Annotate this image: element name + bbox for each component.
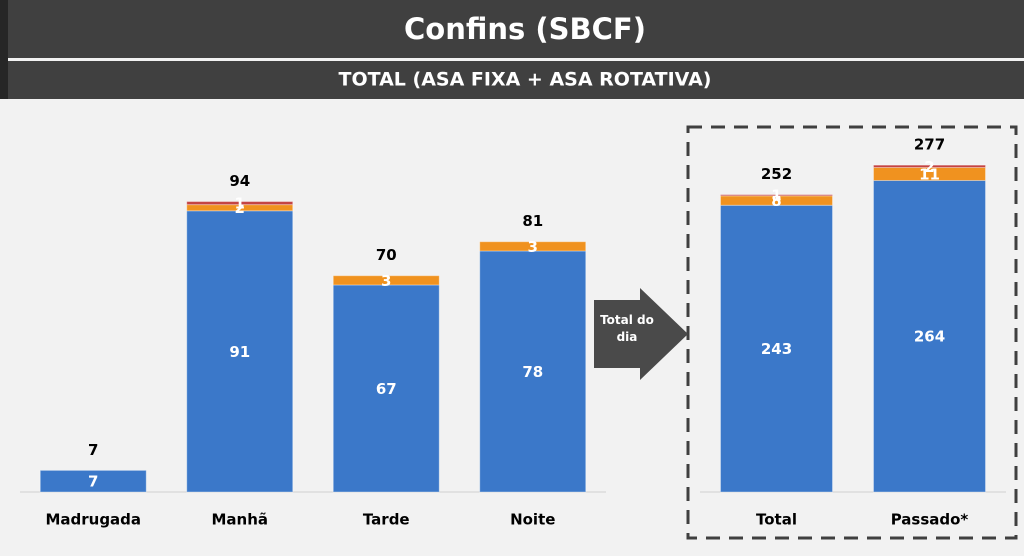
segment-label: 11	[919, 165, 940, 183]
total-label: 94	[229, 172, 250, 190]
x-tick-label: Madrugada	[45, 511, 141, 529]
annotation: Total do dia	[600, 313, 654, 344]
highlight-box	[686, 125, 1018, 540]
total-label: 81	[522, 212, 543, 230]
bar-segment	[873, 179, 986, 493]
total-label: 252	[761, 165, 792, 183]
x-tick-label: Total	[756, 511, 797, 529]
segment-label: 2	[235, 199, 245, 217]
bar-segment	[39, 469, 147, 493]
segment-label: 1	[771, 187, 781, 205]
segment-label: 3	[528, 238, 538, 256]
left-strip	[0, 0, 8, 99]
x-tick-label: Passado*	[891, 511, 969, 529]
chart-subtitle: TOTAL (ASA FIXA + ASA ROTATIVA)	[338, 69, 711, 91]
segment-label: 1	[235, 195, 245, 213]
bar-segment	[720, 204, 833, 493]
total-label: 277	[914, 136, 945, 154]
total-label: 7	[88, 441, 98, 459]
segment-label: 7	[88, 473, 98, 491]
subtitle-band	[0, 61, 1024, 99]
x-tick-label: Noite	[510, 511, 555, 529]
bar-segment	[720, 195, 833, 206]
bar-segment	[332, 284, 440, 493]
x-tick-label: Tarde	[363, 511, 410, 529]
segment-label: 243	[761, 340, 792, 358]
arrow	[594, 288, 688, 380]
total-label: 70	[376, 246, 397, 264]
title-band	[0, 0, 1024, 58]
segment-label: 264	[914, 328, 945, 346]
segment-label: 78	[522, 363, 543, 381]
segment-label: 67	[376, 380, 397, 398]
segment-label: 3	[381, 272, 391, 290]
chart-title: Confins (SBCF)	[404, 12, 646, 46]
bar-segment	[186, 210, 294, 493]
segment-label: 2	[924, 158, 934, 176]
bar-segment	[720, 194, 833, 197]
annotation-box: Total do dia	[600, 313, 654, 344]
x-tick-label: Manhã	[211, 511, 268, 529]
segment-label: 8	[771, 192, 781, 210]
bar-segment	[332, 275, 440, 286]
bar-segment	[873, 164, 986, 168]
bar-segment	[186, 201, 294, 206]
segment-label: 91	[229, 343, 250, 361]
bar-segment	[479, 241, 587, 252]
bar-segment	[186, 204, 294, 212]
bar-segment	[479, 250, 587, 493]
